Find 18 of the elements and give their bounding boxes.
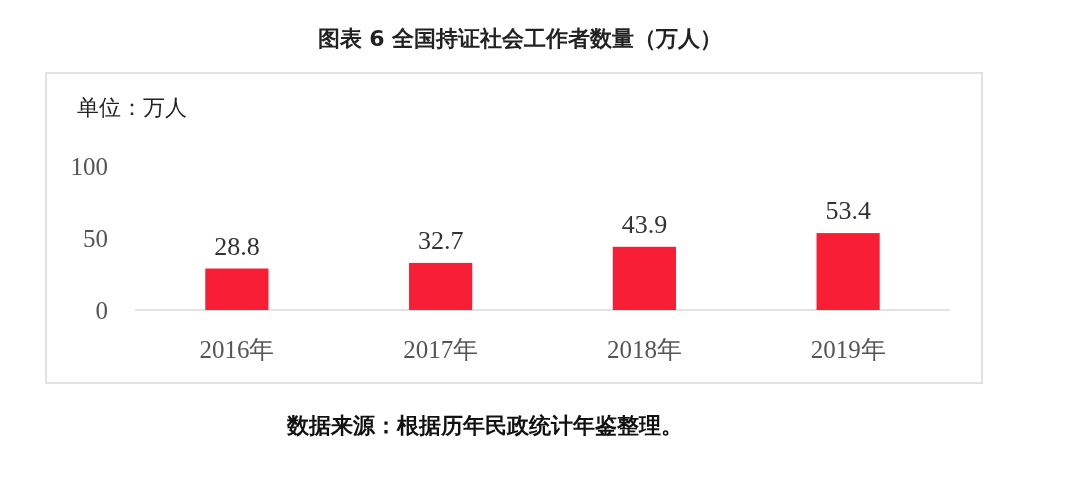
y-axis-title: 单位：万人 (77, 95, 187, 120)
data-label: 43.9 (621, 209, 668, 239)
source-note: 数据来源：根据历年民政统计年鉴整理。 (286, 413, 683, 438)
bar (816, 233, 880, 310)
chart-title: 图表 6 全国持证社会工作者数量（万人） (317, 26, 723, 51)
x-tick-label: 2019年 (810, 336, 886, 363)
x-tick-label: 2016年 (199, 336, 275, 363)
bar (409, 262, 473, 310)
bar (205, 268, 269, 310)
bar (612, 246, 676, 310)
y-tick-label: 100 (70, 152, 108, 180)
x-tick-label: 2017年 (403, 336, 479, 363)
y-tick-label: 50 (83, 224, 108, 252)
x-tick-label: 2018年 (606, 336, 682, 363)
data-label: 28.8 (214, 231, 260, 261)
y-tick-label: 0 (95, 296, 108, 324)
data-label: 53.4 (825, 196, 871, 226)
data-label: 32.7 (417, 225, 464, 255)
